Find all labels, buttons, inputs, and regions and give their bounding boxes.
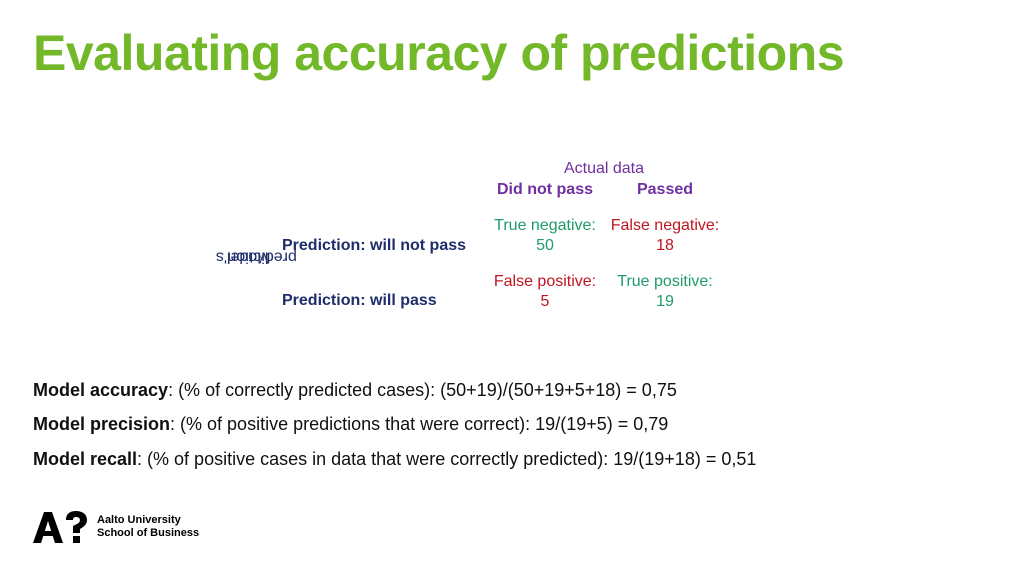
cell-value: 5 (540, 293, 550, 310)
logo-line2: School of Business (97, 527, 200, 539)
logo-line1: Aalto University (97, 514, 181, 526)
cell-value: 50 (536, 237, 554, 254)
cell-true-negative: True negative: 50 (485, 216, 605, 256)
metric-text: : (% of positive predictions that were c… (170, 414, 669, 434)
metric-precision: Model precision: (% of positive predicti… (33, 414, 668, 435)
metric-term: Model accuracy (33, 380, 169, 400)
cell-label: True positive: (617, 273, 713, 290)
cell-true-positive: True positive: 19 (605, 272, 725, 312)
row-label-will-pass: Prediction: will pass (282, 292, 437, 309)
row-axis-label: Model's prediction (216, 222, 297, 292)
metric-accuracy: Model accuracy: (% of correctly predicte… (33, 380, 677, 401)
metric-term: Model precision (33, 414, 171, 434)
col-header-did-not-pass: Did not pass (496, 181, 593, 198)
cell-value: 19 (656, 293, 674, 310)
cell-value: 18 (656, 237, 674, 254)
metric-term: Model recall (33, 449, 138, 469)
row-label-will-not-pass: Prediction: will not pass (282, 237, 467, 254)
aalto-logo: Aalto University School of Business (33, 510, 199, 544)
cell-label: True negative: (494, 217, 596, 234)
aalto-a-mark-icon (33, 511, 87, 543)
slide-title: Evaluating accuracy of predictions (33, 25, 845, 81)
cell-label: False negative: (610, 217, 720, 234)
cell-false-negative: False negative: 18 (605, 216, 725, 256)
metric-recall: Model recall: (% of positive cases in da… (33, 449, 756, 470)
cell-false-positive: False positive: 5 (485, 272, 605, 312)
col-header-passed: Passed (636, 181, 694, 198)
metric-text: : (% of positive cases in data that were… (137, 449, 757, 469)
metric-text: : (% of correctly predicted cases): (50+… (168, 380, 677, 400)
actual-data-header: Actual data (563, 160, 645, 177)
cell-label: False positive: (493, 273, 597, 290)
